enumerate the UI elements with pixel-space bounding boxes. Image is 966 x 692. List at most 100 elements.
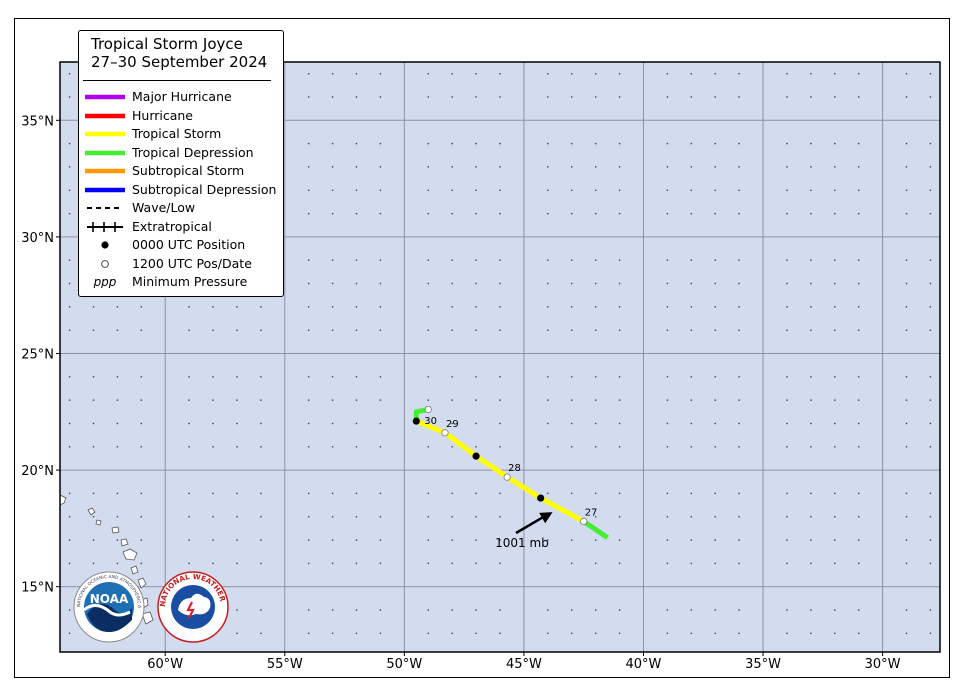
grid-dot [666,329,669,332]
noaa-wordmark: NOAA [90,592,129,606]
grid-dot [929,375,932,378]
grid-dot [68,609,71,611]
grid-dot [188,422,190,425]
grid-dot [451,212,454,215]
grid-dot [810,375,812,378]
grid-dot [355,96,358,98]
island [120,538,129,547]
grid-dot [355,212,358,215]
grid-dot [475,282,477,285]
grid-dot [92,492,95,495]
lat-tick-label: 25°N [21,348,54,363]
grid-dot [618,189,621,192]
grid-dot [714,399,717,401]
grid-dot [594,166,597,168]
grid-dot [331,306,334,308]
grid-dot [379,562,382,565]
grid-dot [68,445,71,448]
grid-dot [499,306,501,308]
grid-dot [379,399,382,401]
grid-dot [905,96,908,98]
grid-dot [833,96,836,98]
grid-dot [260,492,262,495]
grid-dot [475,212,477,215]
legend-swatch [87,221,123,232]
grid-dot [188,306,190,308]
grid-dot [690,189,693,192]
grid-dot [475,632,477,635]
grid-dot [499,282,501,285]
grid-dot [427,515,430,518]
grid-dot [236,562,238,565]
grid-dot [499,609,501,611]
grid-dot [929,166,932,168]
grid-dot [905,445,908,448]
grid-dot [331,399,334,401]
grid-dot [92,306,95,308]
legend-label: Subtropical Storm [132,163,245,178]
grid-dot [307,259,310,262]
track-annotations: 27 28 29 30 1001 mb [424,416,597,550]
grid-dot [475,72,477,75]
grid-dot [714,609,717,611]
grid-dot [714,72,717,75]
grid-dot [738,445,740,448]
grid-dot [499,329,501,332]
grid-dot [307,96,310,98]
grid-dot [451,539,454,541]
grid-dot [738,609,740,611]
lat-tick-label: 20°N [21,464,54,479]
grid-dot [810,422,812,425]
legend-swatch [85,187,125,192]
grid-dot [427,96,430,98]
grid-dot [546,375,549,378]
legend-swatch [101,241,109,249]
grid-dot [307,399,310,401]
grid-dot [68,96,71,98]
grid-dot [475,259,477,262]
grid-dot [929,212,932,215]
island [130,565,139,575]
grid-dot [546,609,549,611]
grid-dot [307,609,310,611]
grid-dot [307,282,310,285]
grid-dot [666,306,669,308]
island [95,519,102,526]
grid-dot [116,375,119,378]
grid-dot [212,492,214,495]
grid-dot [929,515,932,518]
grid-dot [714,189,717,192]
grid-dot [810,399,812,401]
grid-dot [570,282,573,285]
grid-dot [116,539,119,541]
grid-dot [451,96,454,98]
grid-dot [810,72,812,75]
grid-dot [331,142,334,145]
grid-dot [188,329,190,332]
grid-dot [570,166,573,168]
storm-name: Tropical Storm Joyce [91,35,243,53]
grid-dot [379,445,382,448]
grid-dot [618,212,621,215]
grid-dot [857,539,860,541]
island [122,548,138,561]
grid-dot [929,142,932,145]
grid-dot [738,375,740,378]
grid-dot [738,539,740,541]
grid-dot [570,329,573,332]
grid-dot [857,445,860,448]
grid-dot [666,539,669,541]
grid-dot [116,515,119,518]
legend-item: Extratropical [79,218,283,236]
grid-dot [594,562,597,565]
grid-dot [451,609,454,611]
grid-dot [810,445,812,448]
grid-dot [810,96,812,98]
grid-dot [666,259,669,262]
grid-dot [690,72,693,75]
grid-dot [857,632,860,635]
lat-tick-label: 35°N [21,114,54,129]
grid-dot [307,562,310,565]
grid-dot [833,515,836,518]
grid-dot [690,562,693,565]
